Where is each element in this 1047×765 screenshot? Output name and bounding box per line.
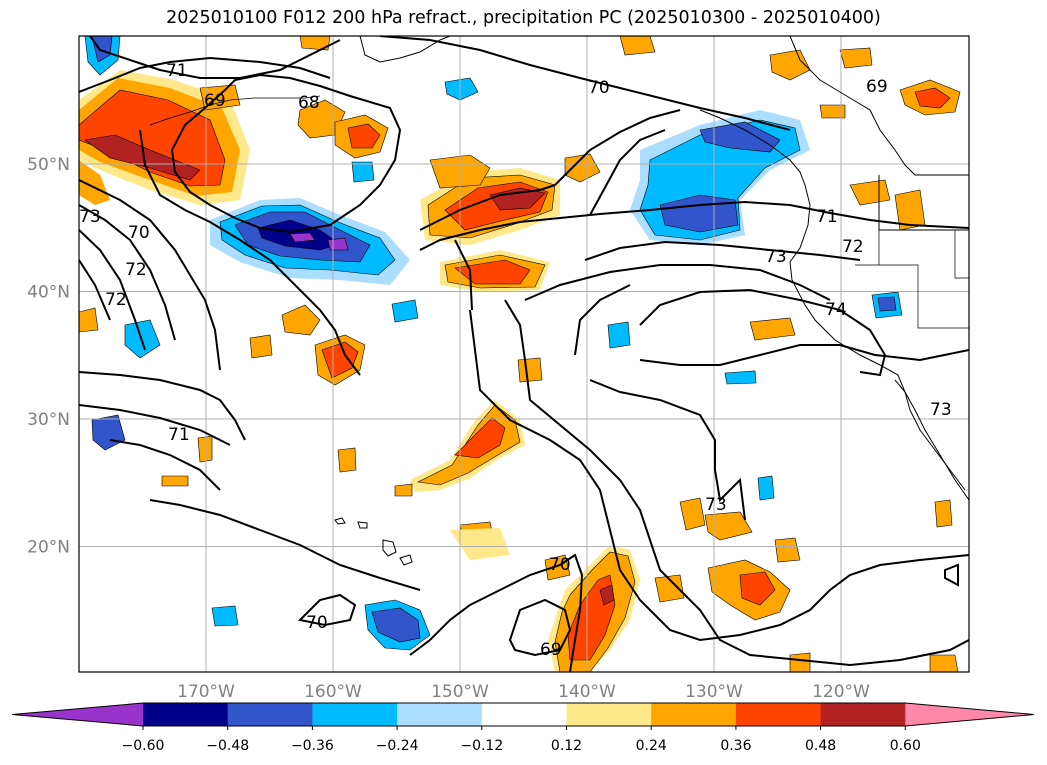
coastline [149, 36, 969, 566]
longitude-tick-label: 160°W [304, 682, 362, 702]
colorbar-tick-label: 0.48 [805, 738, 836, 754]
contour-line [297, 593, 357, 627]
contour-line [79, 56, 331, 93]
colorbar-segment [735, 703, 822, 726]
colorbar-segment [312, 703, 398, 726]
contour-line [574, 284, 631, 356]
coastline-baja [894, 379, 966, 491]
contour-label: 72 [125, 260, 147, 280]
contour-line [79, 371, 246, 441]
colorbar-tick-label: 0.12 [551, 738, 582, 754]
contour-line [554, 109, 681, 186]
contour-line [589, 379, 746, 521]
colorbar-extend-max [905, 703, 1034, 726]
coastline-north-america [699, 36, 969, 501]
contour-line [524, 264, 831, 301]
colorbar-tick-label: 0.36 [720, 738, 751, 754]
contour-line [149, 499, 421, 591]
colorbar-segment [820, 703, 906, 726]
contour-label: 73 [930, 400, 952, 420]
contour-label: 73 [79, 207, 101, 227]
longitude-tick-label: 120°W [812, 682, 870, 702]
latitude-labels: 50°N 40°N 30°N 20°N [27, 155, 70, 558]
contour-line [79, 259, 111, 321]
colorbar-tick-label: −0.12 [460, 738, 503, 754]
contour-line [419, 184, 556, 231]
precipitation-shading [79, 36, 961, 672]
longitude-tick-label: 150°W [431, 682, 489, 702]
latitude-tick-label: 30°N [27, 410, 70, 430]
colorbar-segment [397, 703, 483, 726]
colorbar-tick-label: 0.24 [636, 738, 667, 754]
colorbar-tick-label: −0.60 [122, 738, 165, 754]
contour-line [584, 240, 861, 261]
contour-line [79, 204, 176, 341]
contour-label: 70 [588, 78, 610, 98]
contour-line [79, 179, 221, 371]
contour-label: 70 [549, 555, 571, 575]
colorbar-segment [227, 703, 313, 726]
refractivity-contours [79, 36, 969, 672]
contour-line [508, 598, 572, 657]
contour-line [89, 36, 341, 79]
contour-line [139, 129, 361, 376]
contour-line [469, 309, 969, 642]
contour-label: 73 [705, 495, 727, 515]
colorbar-tick-label: −0.24 [376, 738, 419, 754]
latitude-tick-label: 50°N [27, 155, 70, 175]
colorbar: −0.60 −0.48 −0.36 −0.24 −0.12 0.12 0.24 0.36 0.4… [11, 702, 1035, 754]
contour-line [109, 439, 221, 491]
colorbar-tick-label: −0.36 [291, 738, 334, 754]
coastline-alaska [359, 36, 451, 63]
contour-labels: 71 69 68 70 69 73 70 72 72 71 72 73 74 7… [79, 61, 952, 660]
colorbar-segment [566, 703, 652, 726]
contour-label: 70 [306, 613, 328, 633]
contour-line [379, 36, 791, 131]
contour-label: 72 [105, 290, 127, 310]
contour-line [170, 73, 402, 234]
contour-line [504, 299, 969, 667]
contour-line [79, 229, 146, 351]
contour-label: 69 [866, 77, 888, 97]
contour-label: 71 [816, 207, 838, 227]
contour-label: 72 [842, 237, 864, 257]
colorbar-segment [651, 703, 737, 726]
longitude-labels: 170°W 160°W 150°W 140°W 130°W 120°W [177, 682, 870, 702]
map-frame [78, 35, 970, 673]
colorbar-tick-label: 0.60 [890, 738, 921, 754]
latitude-tick-label: 40°N [27, 283, 70, 303]
precip-area-nw-dark [84, 134, 201, 181]
contour-line [944, 563, 959, 587]
coastline-hawaii [334, 517, 413, 566]
contour-label: 71 [168, 425, 190, 445]
contour-label: 73 [765, 247, 787, 267]
contour-line [639, 288, 887, 377]
contour-line [419, 200, 969, 251]
longitude-tick-label: 140°W [558, 682, 616, 702]
colorbar-tick-label: −0.48 [206, 738, 249, 754]
colorbar-segment [143, 703, 229, 726]
contour-line [589, 129, 666, 216]
contour-label: 69 [540, 640, 562, 660]
contour-label: 68 [298, 93, 320, 113]
map-title: 2025010100 F012 200 hPa refract., precip… [166, 8, 881, 28]
coastline-aleutians [149, 95, 321, 126]
colorbar-extend-min [12, 703, 143, 726]
contour-line [409, 553, 584, 672]
contour-line [454, 239, 473, 311]
longitude-tick-label: 130°W [685, 682, 743, 702]
contour-label: 70 [128, 223, 150, 243]
longitude-tick-label: 170°W [177, 682, 235, 702]
state-borders [855, 230, 969, 329]
contour-line [639, 344, 969, 366]
colorbar-segment [481, 703, 567, 726]
latitude-tick-label: 20°N [27, 538, 70, 558]
contour-label: 69 [204, 91, 226, 111]
contour-label: 74 [825, 300, 847, 320]
graticule [79, 36, 969, 672]
contour-label: 71 [166, 61, 188, 81]
contour-line [79, 404, 231, 446]
